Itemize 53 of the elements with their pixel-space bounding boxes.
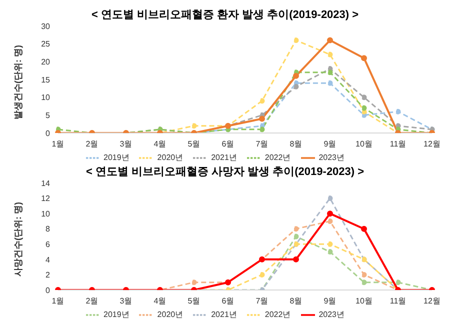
- x-tick-label: 9월: [324, 140, 336, 149]
- y-tick-label: 8: [46, 224, 51, 234]
- x-tick-label: 6월: [222, 296, 234, 306]
- x-tick-label: 3월: [120, 140, 132, 149]
- x-tick-label: 5월: [188, 140, 200, 149]
- x-tick-label: 1월: [52, 296, 64, 306]
- x-tick-label: 3월: [120, 296, 132, 306]
- legend-label: 2021년: [211, 153, 237, 162]
- x-tick-label: 4월: [154, 296, 166, 306]
- legend-label: 2022년: [264, 310, 291, 320]
- y-tick-label: 10: [41, 209, 51, 218]
- y-tick-label: 4: [46, 255, 51, 264]
- legend-label: 2020년: [157, 153, 184, 162]
- y-tick-label: 5: [46, 111, 51, 120]
- chart-title: < 연도별 비브리오패혈증 환자 발생 추이(2019-2023) >: [90, 8, 360, 22]
- y-axis-title: 사망건수(단위: 명): [13, 202, 24, 276]
- x-tick-label: 7월: [256, 296, 268, 306]
- y-tick-label: 12: [41, 194, 51, 204]
- x-tick-label: 5월: [188, 296, 200, 306]
- x-tick-label: 10월: [356, 296, 372, 306]
- x-tick-label: 4월: [154, 140, 166, 149]
- y-tick-label: 0: [46, 286, 51, 295]
- legend-label: 2020년: [157, 310, 184, 320]
- y-tick-label: 15: [41, 75, 51, 84]
- x-tick-label: 11월: [390, 140, 406, 149]
- legend-label: 2019년: [104, 153, 130, 162]
- legend-label: 2021년: [211, 310, 237, 320]
- x-tick-label: 12월: [424, 140, 440, 149]
- chart-title: < 연도별 비브리오패혈증 사망자 발생 추이(2019-2023) >: [84, 165, 366, 179]
- y-tick-label: 30: [41, 22, 51, 31]
- x-tick-label: 7월: [256, 140, 268, 149]
- x-tick-label: 9월: [324, 296, 336, 306]
- legend-label: 2023년: [318, 153, 344, 162]
- x-tick-label: 1월: [52, 140, 64, 149]
- x-tick-label: 6월: [222, 140, 234, 149]
- x-tick-label: 2월: [86, 140, 98, 149]
- legend-label: 2019년: [104, 310, 130, 320]
- y-axis-title: 발생건수(단위: 명): [13, 45, 24, 120]
- y-tick-label: 20: [41, 58, 51, 67]
- y-tick-label: 6: [46, 240, 51, 249]
- y-tick-label: 2: [46, 270, 51, 280]
- legend-label: 2022년: [264, 153, 291, 162]
- y-tick-label: 14: [41, 178, 51, 188]
- y-tick-label: 10: [41, 93, 51, 102]
- x-tick-label: 8월: [290, 140, 302, 149]
- legend-label: 2023년: [318, 310, 344, 320]
- x-tick-label: 12월: [424, 296, 440, 306]
- x-tick-label: 10월: [356, 140, 372, 149]
- x-tick-label: 11월: [390, 296, 406, 306]
- y-tick-label: 25: [41, 40, 51, 49]
- x-tick-label: 2월: [86, 296, 98, 306]
- y-tick-label: 0: [46, 128, 51, 138]
- x-tick-label: 8월: [290, 296, 302, 306]
